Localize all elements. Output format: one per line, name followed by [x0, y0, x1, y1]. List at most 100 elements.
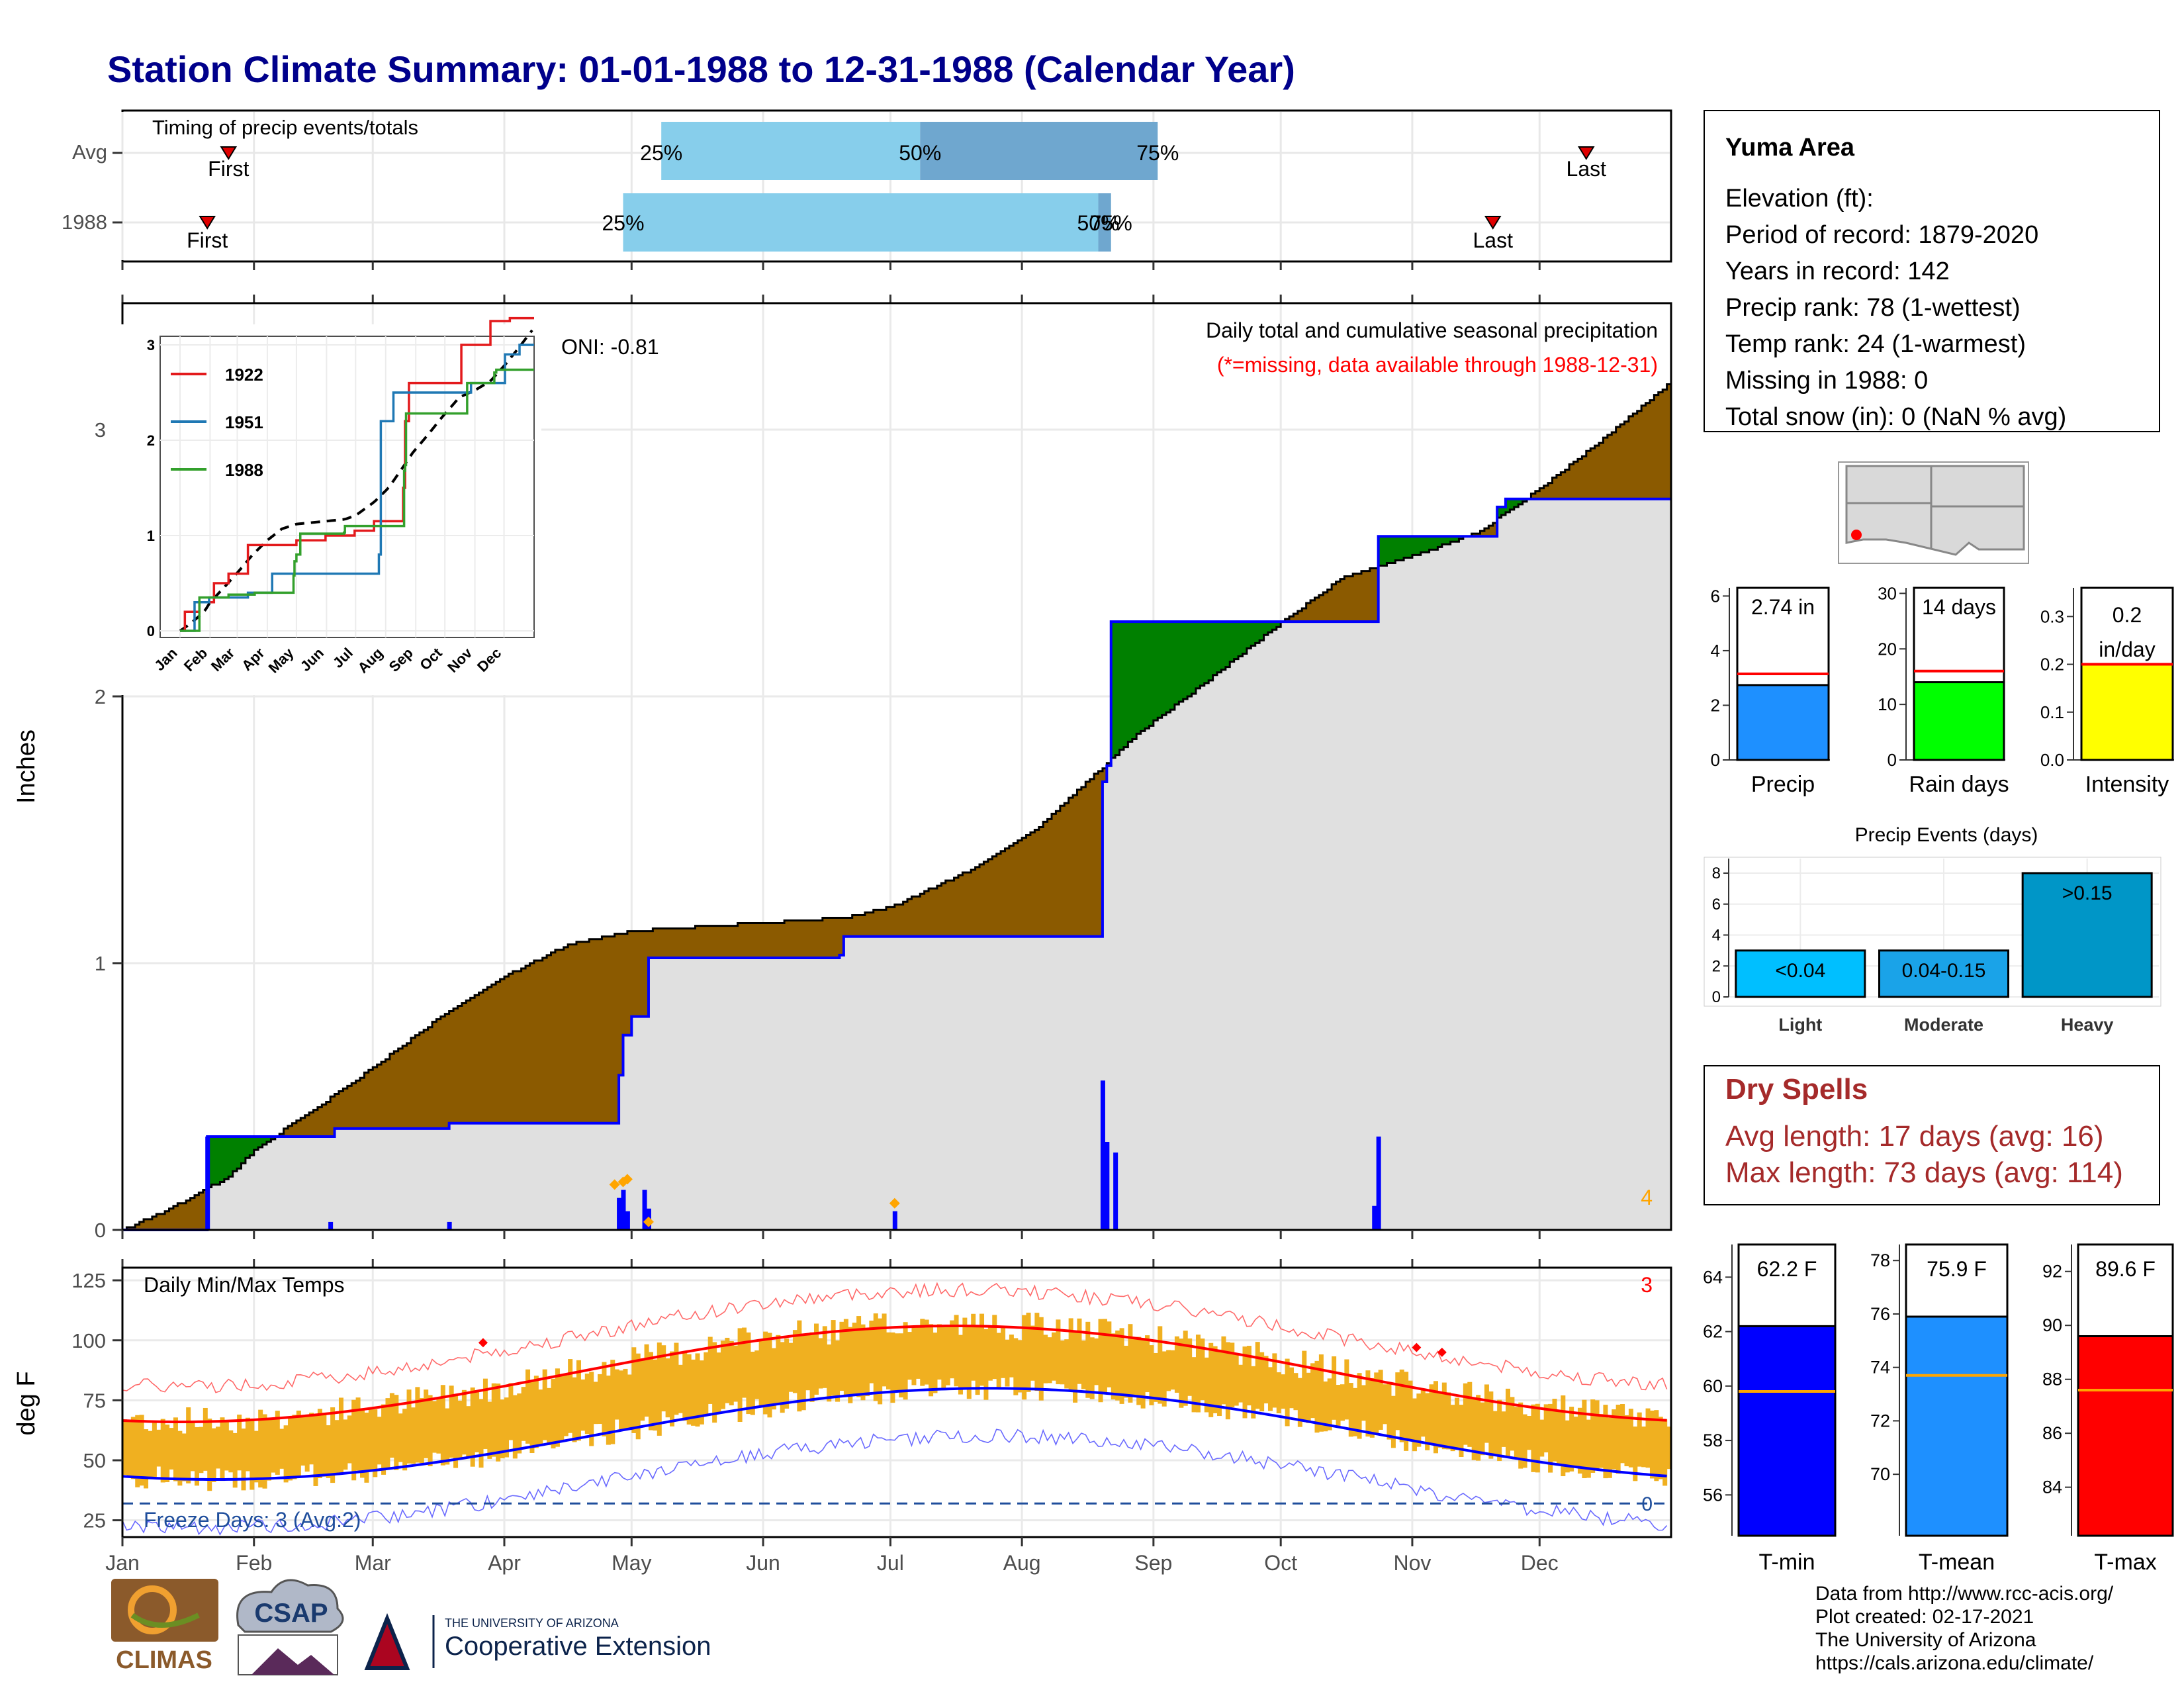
daily-temp-bar — [1073, 1332, 1078, 1403]
daily-temp-bar — [160, 1419, 165, 1483]
daily-temp-bar — [1459, 1405, 1464, 1458]
daily-temp-bar — [1195, 1335, 1201, 1413]
temp-y-tick: 25 — [83, 1509, 106, 1532]
daily-temp-bar — [1387, 1383, 1392, 1440]
daily-temp-bar — [971, 1313, 976, 1381]
daily-temp-bar — [373, 1409, 378, 1477]
daily-temp-bar — [1043, 1335, 1048, 1383]
daily-temp-bar — [873, 1313, 878, 1401]
daily-temp-bar — [424, 1389, 429, 1458]
temp-y-tick: 100 — [71, 1329, 106, 1352]
daily-temp-bar — [1158, 1326, 1163, 1404]
daily-temp-bar — [1390, 1395, 1396, 1448]
temp-y-label: deg F — [13, 1371, 40, 1435]
temp-panel: 25 50 75 100 125 Daily Min/Max Temps 3 Freez… — [13, 1266, 1672, 1575]
dry-spells-max: Max length: 73 days (avg: 114) — [1725, 1156, 2123, 1189]
daily-temp-bar — [1429, 1384, 1434, 1444]
daily-temp-bar — [1395, 1372, 1400, 1430]
avg-min-line — [122, 1387, 1667, 1481]
precip-y-tick: 0 — [95, 1219, 106, 1242]
daily-temp-bar — [1425, 1393, 1430, 1450]
mini-bar-tick: 20 — [1878, 639, 1897, 659]
temp-summary-bar-0: 56 58 60 62 64 62.2 F T-min — [1703, 1243, 1837, 1575]
daily-temp-bar — [954, 1315, 959, 1387]
daily-temp-bar — [644, 1344, 649, 1417]
daily-temp-bar — [1200, 1338, 1205, 1401]
daily-temp-bar — [1463, 1383, 1468, 1445]
daily-temp-bar — [610, 1360, 615, 1444]
temp-bar-tick: 78 — [1870, 1250, 1890, 1270]
precip-event-diamond — [643, 1216, 654, 1227]
daily-temp-bar — [1548, 1403, 1553, 1473]
daily-temp-bar — [1276, 1372, 1281, 1414]
daily-temp-bar — [457, 1400, 463, 1459]
precip-event-diamond — [609, 1179, 620, 1190]
temp-title: Daily Min/Max Temps — [144, 1273, 344, 1297]
daily-temp-bar — [695, 1353, 700, 1427]
daily-temp-bar — [987, 1325, 993, 1381]
daily-temp-bar — [533, 1376, 539, 1448]
daily-precip-bar — [1376, 1136, 1381, 1230]
daily-temp-bar — [1145, 1335, 1150, 1393]
daily-temp-bar — [1633, 1427, 1638, 1481]
credit-line-2: Plot created: 02-17-2021 — [1815, 1606, 2034, 1628]
daily-temp-bar — [152, 1422, 157, 1477]
daily-temp-bar — [309, 1413, 314, 1465]
daily-temp-bar — [966, 1326, 972, 1399]
mini-bar-1: 0 10 20 30 14 days Rain days — [1878, 583, 2009, 797]
timing-avg-last-marker — [1577, 146, 1595, 160]
daily-temp-bar — [1539, 1419, 1545, 1457]
daily-temp-bar — [1187, 1338, 1193, 1396]
events-y-tick: 2 — [1712, 957, 1721, 975]
daily-temp-bar — [1111, 1333, 1116, 1400]
daily-temp-bar — [686, 1354, 692, 1425]
daily-temp-bar — [733, 1345, 739, 1402]
daily-temp-bar — [322, 1413, 327, 1477]
daily-temp-bar — [813, 1323, 819, 1395]
daily-temp-bar — [1599, 1414, 1604, 1468]
timing-year-p75-label: 75% — [1090, 211, 1132, 235]
daily-temp-bar — [1340, 1384, 1345, 1421]
daily-temp-bar — [1314, 1360, 1320, 1433]
daily-temp-bar — [665, 1358, 670, 1418]
credit-line-4: https://cals.arizona.edu/climate/ — [1815, 1652, 2094, 1674]
mini-bar-tick: 0 — [1711, 750, 1720, 770]
daily-temp-bar — [1374, 1372, 1379, 1435]
events-bar-label: >0.15 — [2062, 882, 2113, 904]
daily-temp-bar — [1267, 1367, 1273, 1411]
inset-frame — [159, 336, 535, 638]
month-tick-label: Jul — [877, 1551, 904, 1575]
daily-temp-bar — [547, 1387, 552, 1446]
temp-y-tick: 75 — [83, 1389, 106, 1412]
daily-temp-bar — [1336, 1385, 1341, 1427]
station-line-2: Period of record: 1879-2020 — [1725, 221, 2038, 249]
daily-temp-bar — [1017, 1340, 1023, 1393]
precip-frame — [121, 302, 1672, 1231]
temp-bar-value — [1737, 1325, 1837, 1537]
inset-series-1988 — [180, 368, 534, 632]
precip-y-tick: 1 — [95, 952, 106, 975]
daily-temp-bar — [1285, 1358, 1290, 1427]
daily-temp-bar — [190, 1422, 195, 1472]
daily-temp-bar — [542, 1369, 547, 1440]
dry-spells-avg: Avg length: 17 days (avg: 16) — [1725, 1120, 2104, 1152]
daily-temp-bar — [449, 1385, 454, 1458]
daily-temp-bar — [1510, 1397, 1515, 1451]
ua-big-text: Cooperative Extension — [445, 1632, 711, 1661]
daily-temp-bar — [809, 1332, 815, 1402]
daily-temp-bar — [1263, 1356, 1269, 1404]
temp-bar-tick: 92 — [2042, 1262, 2062, 1282]
daily-temp-bar — [1514, 1407, 1519, 1458]
daily-temp-bar — [245, 1417, 250, 1472]
timing-year-first-label: First — [187, 228, 228, 252]
csap-logo: CSAP — [236, 1579, 344, 1675]
daily-temp-bar — [508, 1383, 514, 1440]
daily-temp-bar — [1136, 1336, 1142, 1405]
daily-precip-bar — [447, 1221, 452, 1230]
daily-temp-bar — [860, 1324, 866, 1401]
daily-temp-bar — [144, 1429, 149, 1489]
daily-temp-bar — [1009, 1335, 1014, 1378]
daily-temp-bar — [1420, 1389, 1426, 1437]
daily-temp-bar — [950, 1320, 955, 1379]
daily-temp-bar — [678, 1364, 683, 1413]
